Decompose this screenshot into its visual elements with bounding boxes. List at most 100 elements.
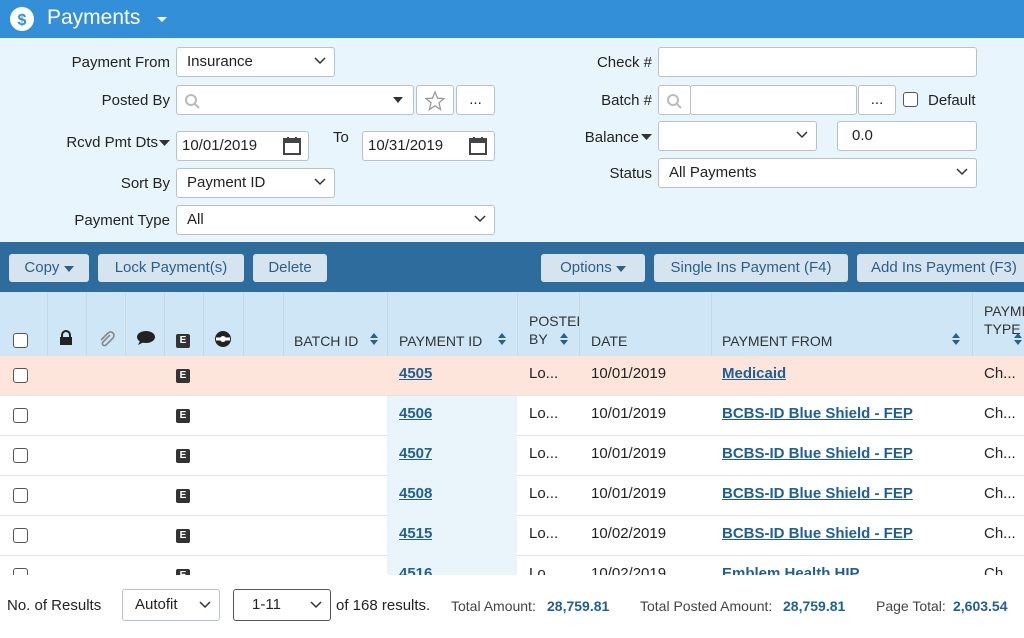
copy-button[interactable]: Copy: [9, 254, 89, 282]
row-link[interactable]: 4515: [399, 525, 433, 542]
results-count: of 168 results.: [336, 597, 431, 614]
row-link[interactable]: Emblem Health HIP: [722, 565, 860, 575]
results-select[interactable]: Autofit: [122, 589, 220, 621]
cell-payment-id: 4516: [399, 565, 432, 575]
row-checkbox[interactable]: [13, 408, 28, 423]
id-column-bg: [387, 396, 517, 436]
row-link[interactable]: BCBS-ID Blue Shield - FEP: [722, 405, 913, 422]
row-checkbox[interactable]: [13, 448, 28, 463]
total-amount-label: Total Amount:: [451, 598, 536, 614]
column-header[interactable]: PAYMENT ID: [399, 333, 483, 349]
e-badge: E: [176, 489, 190, 503]
row-checkbox[interactable]: [13, 568, 28, 575]
cell-posted-by: Lo...: [529, 365, 559, 382]
date-value: 10/01/2019: [182, 137, 258, 154]
table-row[interactable]: E 4516 Lo... 10/02/2019 Emblem Health HIP Ch.…: [0, 556, 1024, 575]
posted-by-input[interactable]: [176, 85, 414, 115]
table-row[interactable]: E 4505 Lo... 10/01/2019 Medicaid Ch...: [0, 356, 1024, 396]
payments-table: E BATCH ID PAYMENT ID POSTED BY DATE PAYMENT …: [0, 292, 1024, 575]
page-total: 2,603.54: [953, 598, 1008, 614]
date-to-input[interactable]: 10/31/2019: [362, 131, 495, 161]
row-checkbox[interactable]: [13, 368, 28, 383]
sort-icon[interactable]: [560, 332, 568, 345]
cell-posted-by: Lo...: [529, 405, 559, 422]
filter-label: Posted By: [101, 92, 170, 109]
table-row[interactable]: E 4508 Lo... 10/01/2019 BCBS-ID Blue Shield …: [0, 476, 1024, 516]
total-posted: 28,759.81: [783, 598, 846, 614]
cell-payment-type: Ch...: [984, 405, 1016, 422]
favorite-button[interactable]: [416, 85, 454, 115]
label-caret[interactable]: [159, 140, 170, 147]
payment-from-select[interactable]: Insurance: [176, 47, 335, 77]
lock-button[interactable]: Lock Payment(s): [98, 254, 244, 282]
payment-type-select[interactable]: All: [176, 205, 495, 235]
row-link[interactable]: BCBS-ID Blue Shield - FEP: [722, 485, 913, 502]
cell-payment-type: Ch...: [984, 565, 1016, 575]
id-column-bg: [387, 556, 517, 575]
label-caret[interactable]: [641, 134, 652, 141]
row-link[interactable]: BCBS-ID Blue Shield - FEP: [722, 445, 913, 462]
check-input[interactable]: [658, 47, 977, 77]
title-caret[interactable]: [156, 16, 168, 24]
e-badge: E: [176, 334, 190, 348]
page-select[interactable]: 1-11: [233, 589, 331, 621]
cell-payment-from: BCBS-ID Blue Shield - FEP: [722, 405, 913, 422]
lock-icon: [59, 330, 79, 348]
date-value: 10/31/2019: [368, 137, 444, 154]
balance-select[interactable]: [658, 121, 817, 151]
status-select[interactable]: All Payments: [658, 158, 977, 188]
column-header[interactable]: POSTED BY: [529, 313, 579, 347]
add-payment-button[interactable]: Add Ins Payment (F3): [857, 254, 1024, 282]
default-checkbox[interactable]: [903, 92, 918, 107]
cell-date: 10/01/2019: [591, 405, 667, 422]
cell-date: 10/01/2019: [591, 445, 667, 462]
total-amount: 28,759.81: [547, 598, 610, 614]
svg-text:$: $: [18, 12, 27, 29]
sort-by-select[interactable]: Payment ID: [176, 168, 335, 198]
table-row[interactable]: E 4515 Lo... 10/02/2019 BCBS-ID Blue Shield …: [0, 516, 1024, 556]
row-link[interactable]: 4508: [399, 485, 433, 502]
row-link[interactable]: Medicaid: [722, 365, 787, 382]
options-button[interactable]: Options: [541, 254, 645, 282]
column-header[interactable]: BATCH ID: [294, 333, 359, 349]
table-row[interactable]: E 4506 Lo... 10/01/2019 BCBS-ID Blue Shield …: [0, 396, 1024, 436]
more-button[interactable]: ...: [858, 85, 896, 115]
sort-icon[interactable]: [498, 332, 506, 345]
cell-posted-by: Lo...: [529, 565, 559, 575]
row-link[interactable]: 4506: [399, 405, 433, 422]
more-button[interactable]: ...: [456, 85, 495, 115]
row-checkbox[interactable]: [13, 488, 28, 503]
date-from-input[interactable]: 10/01/2019: [176, 131, 309, 161]
header-bar: $ Payments: [0, 0, 1024, 38]
cell-date: 10/02/2019: [591, 525, 667, 542]
select-value: Insurance: [187, 53, 253, 70]
column-header[interactable]: DATE: [591, 333, 628, 349]
column-header[interactable]: PAYMENT TYPE: [984, 303, 1024, 337]
row-link[interactable]: 4505: [399, 365, 433, 382]
filter-label: Payment From: [71, 54, 170, 71]
filter-label: Payment Type: [74, 212, 170, 229]
cell-payment-id: 4515: [399, 525, 432, 542]
table-row[interactable]: E 4507 Lo... 10/01/2019 BCBS-ID Blue Shield …: [0, 436, 1024, 476]
sort-icon[interactable]: [1014, 332, 1022, 345]
cell-payment-id: 4505: [399, 365, 432, 382]
select-all-checkbox[interactable]: [13, 333, 28, 348]
single-payment-button[interactable]: Single Ins Payment (F4): [654, 254, 848, 282]
row-link[interactable]: 4516: [399, 565, 433, 575]
id-column-bg: [387, 436, 517, 476]
cell-payment-from: BCBS-ID Blue Shield - FEP: [722, 485, 913, 502]
cell-payment-type: Ch...: [984, 445, 1016, 462]
row-link[interactable]: 4507: [399, 445, 433, 462]
batch-search[interactable]: [658, 85, 691, 115]
cell-date: 10/01/2019: [591, 365, 667, 382]
balance-input[interactable]: 0.0: [837, 121, 977, 151]
delete-button[interactable]: Delete: [253, 254, 327, 282]
sort-icon[interactable]: [952, 332, 960, 345]
page-title[interactable]: Payments: [47, 6, 141, 29]
sort-icon[interactable]: [370, 332, 378, 345]
column-header[interactable]: PAYMENT FROM: [722, 333, 833, 349]
e-badge: E: [176, 569, 190, 575]
batch-input[interactable]: [690, 85, 857, 115]
row-checkbox[interactable]: [13, 528, 28, 543]
row-link[interactable]: BCBS-ID Blue Shield - FEP: [722, 525, 913, 542]
